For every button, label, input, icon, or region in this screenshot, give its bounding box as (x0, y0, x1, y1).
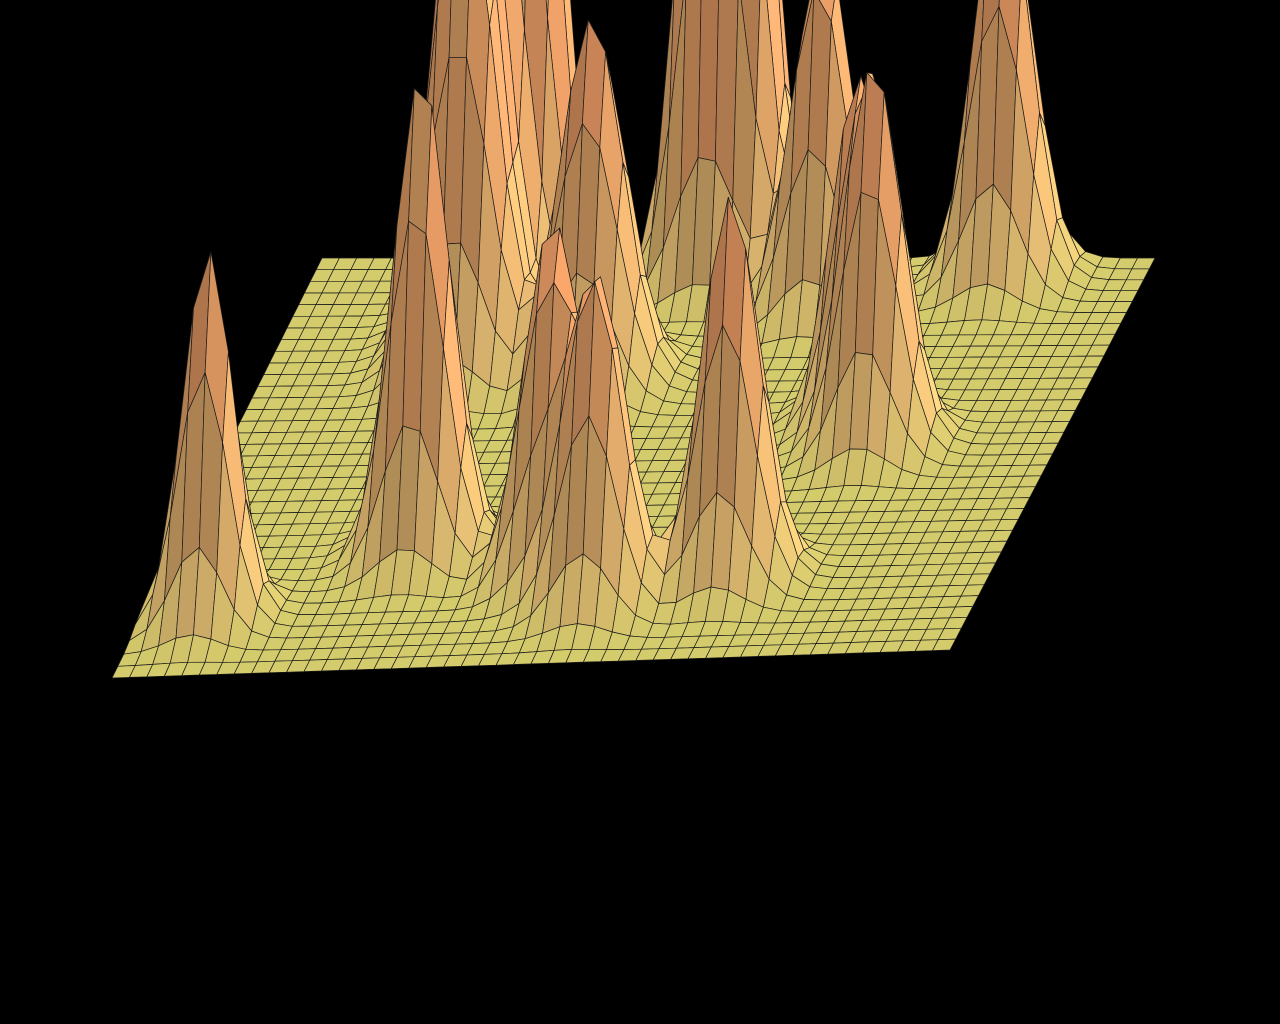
surface-cell (668, 0, 684, 126)
surface-mesh (111, 0, 1156, 679)
surface-cell (932, 638, 957, 651)
